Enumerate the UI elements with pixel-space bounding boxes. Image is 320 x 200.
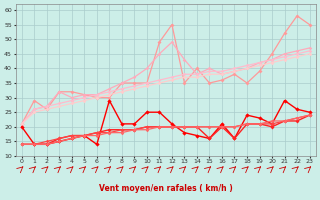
X-axis label: Vent moyen/en rafales ( km/h ): Vent moyen/en rafales ( km/h ) [99, 184, 233, 193]
